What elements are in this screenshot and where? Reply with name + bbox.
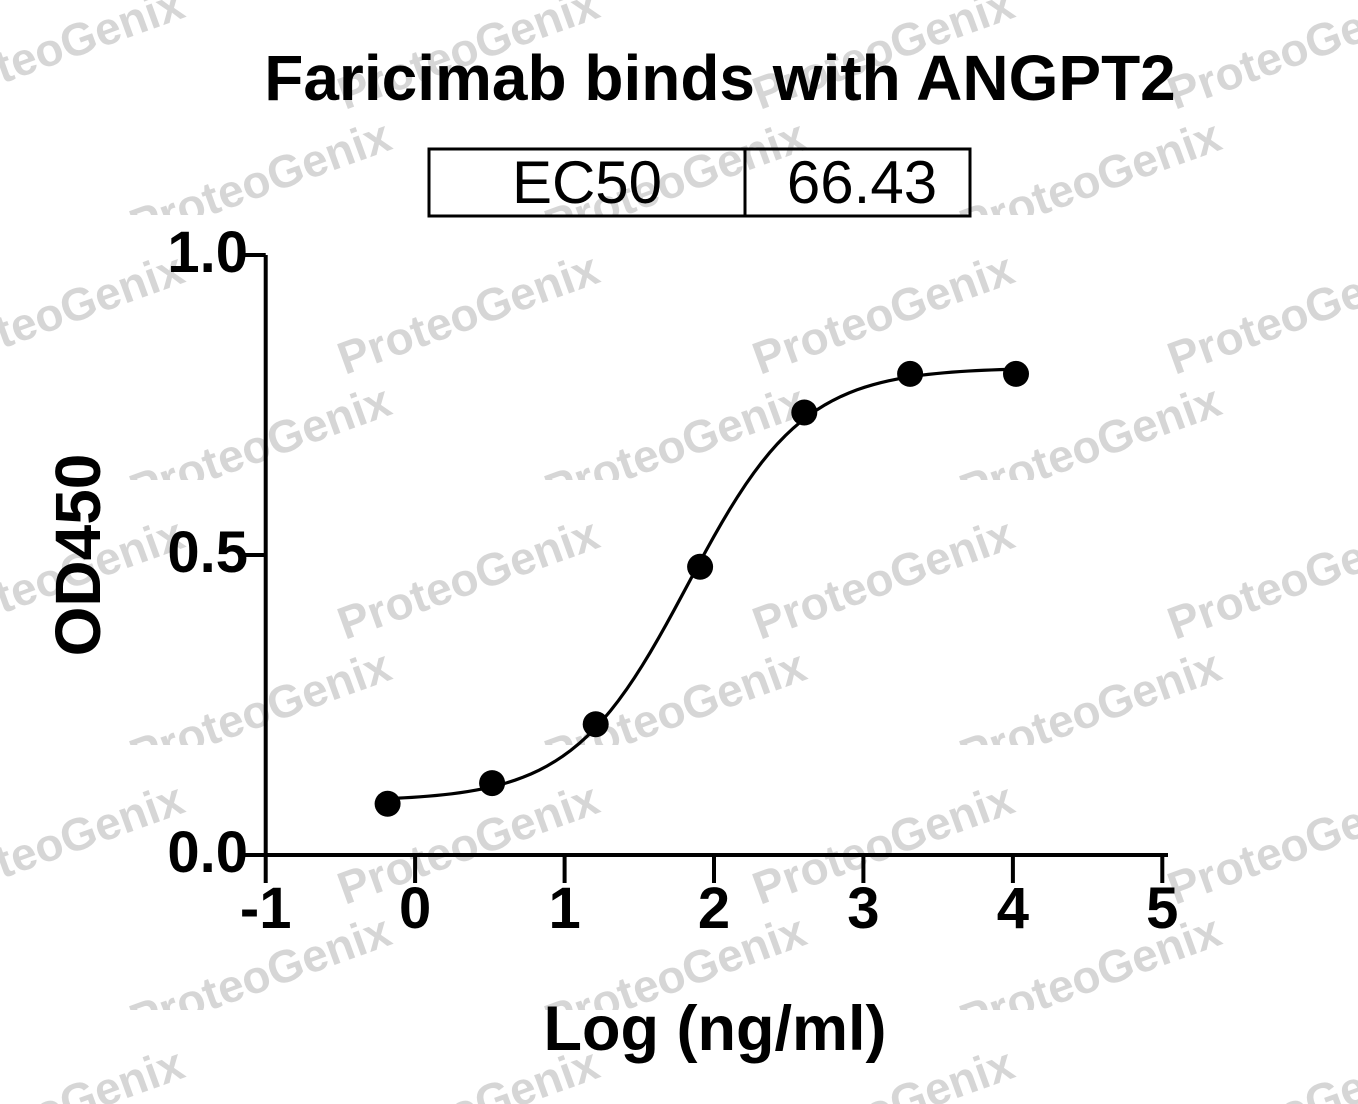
- svg-text:1.0: 1.0: [167, 220, 248, 285]
- svg-text:0.5: 0.5: [167, 520, 248, 585]
- svg-text:0: 0: [399, 876, 431, 941]
- svg-text:EC50: EC50: [512, 149, 662, 216]
- svg-text:5: 5: [1146, 876, 1178, 941]
- svg-text:4: 4: [997, 876, 1029, 941]
- svg-text:Log (ng/ml): Log (ng/ml): [544, 994, 887, 1064]
- svg-text:Faricimab binds with ANGPT2: Faricimab binds with ANGPT2: [264, 42, 1176, 114]
- svg-text:66.43: 66.43: [787, 149, 937, 216]
- svg-text:1: 1: [548, 876, 580, 941]
- svg-text:OD450: OD450: [42, 454, 114, 657]
- svg-text:-1: -1: [240, 876, 292, 941]
- svg-text:0.0: 0.0: [167, 820, 248, 885]
- svg-text:2: 2: [698, 876, 730, 941]
- svg-text:3: 3: [847, 876, 879, 941]
